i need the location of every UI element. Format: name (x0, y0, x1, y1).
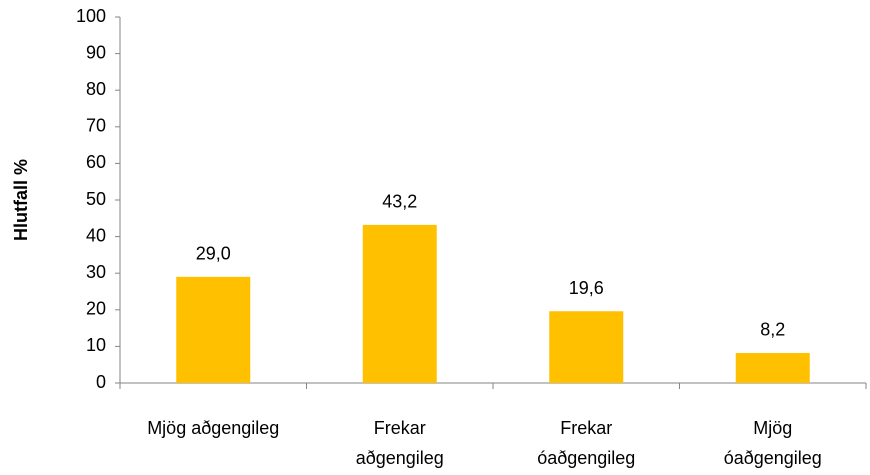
value-label: 29,0 (196, 244, 231, 264)
x-tick-label: óaðgengileg (537, 448, 635, 468)
y-tick-label: 40 (86, 225, 106, 245)
bar (549, 311, 624, 383)
x-tick-label: Frekar (374, 418, 426, 438)
y-tick-label: 80 (86, 79, 106, 99)
y-tick-label: 10 (86, 335, 106, 355)
y-tick-label: 60 (86, 152, 106, 172)
x-tick-label: aðgengileg (356, 448, 444, 468)
y-tick-label: 0 (96, 372, 106, 392)
y-axis-label: Hlutfall % (11, 159, 31, 241)
x-tick-label: Frekar (560, 418, 612, 438)
value-label: 43,2 (382, 192, 417, 212)
y-tick-label: 90 (86, 42, 106, 62)
x-tick-label: Mjög aðgengileg (147, 418, 279, 438)
value-label: 19,6 (569, 278, 604, 298)
bar (362, 224, 437, 383)
y-tick-label: 30 (86, 262, 106, 282)
y-tick-label: 100 (76, 6, 106, 26)
bar (735, 352, 810, 383)
y-tick-label: 70 (86, 116, 106, 136)
y-tick-label: 20 (86, 299, 106, 319)
bar (176, 276, 251, 383)
x-tick-label: óaðgengileg (724, 448, 822, 468)
x-tick-label: Mjög (753, 418, 792, 438)
value-label: 8,2 (760, 320, 785, 340)
y-tick-label: 50 (86, 189, 106, 209)
